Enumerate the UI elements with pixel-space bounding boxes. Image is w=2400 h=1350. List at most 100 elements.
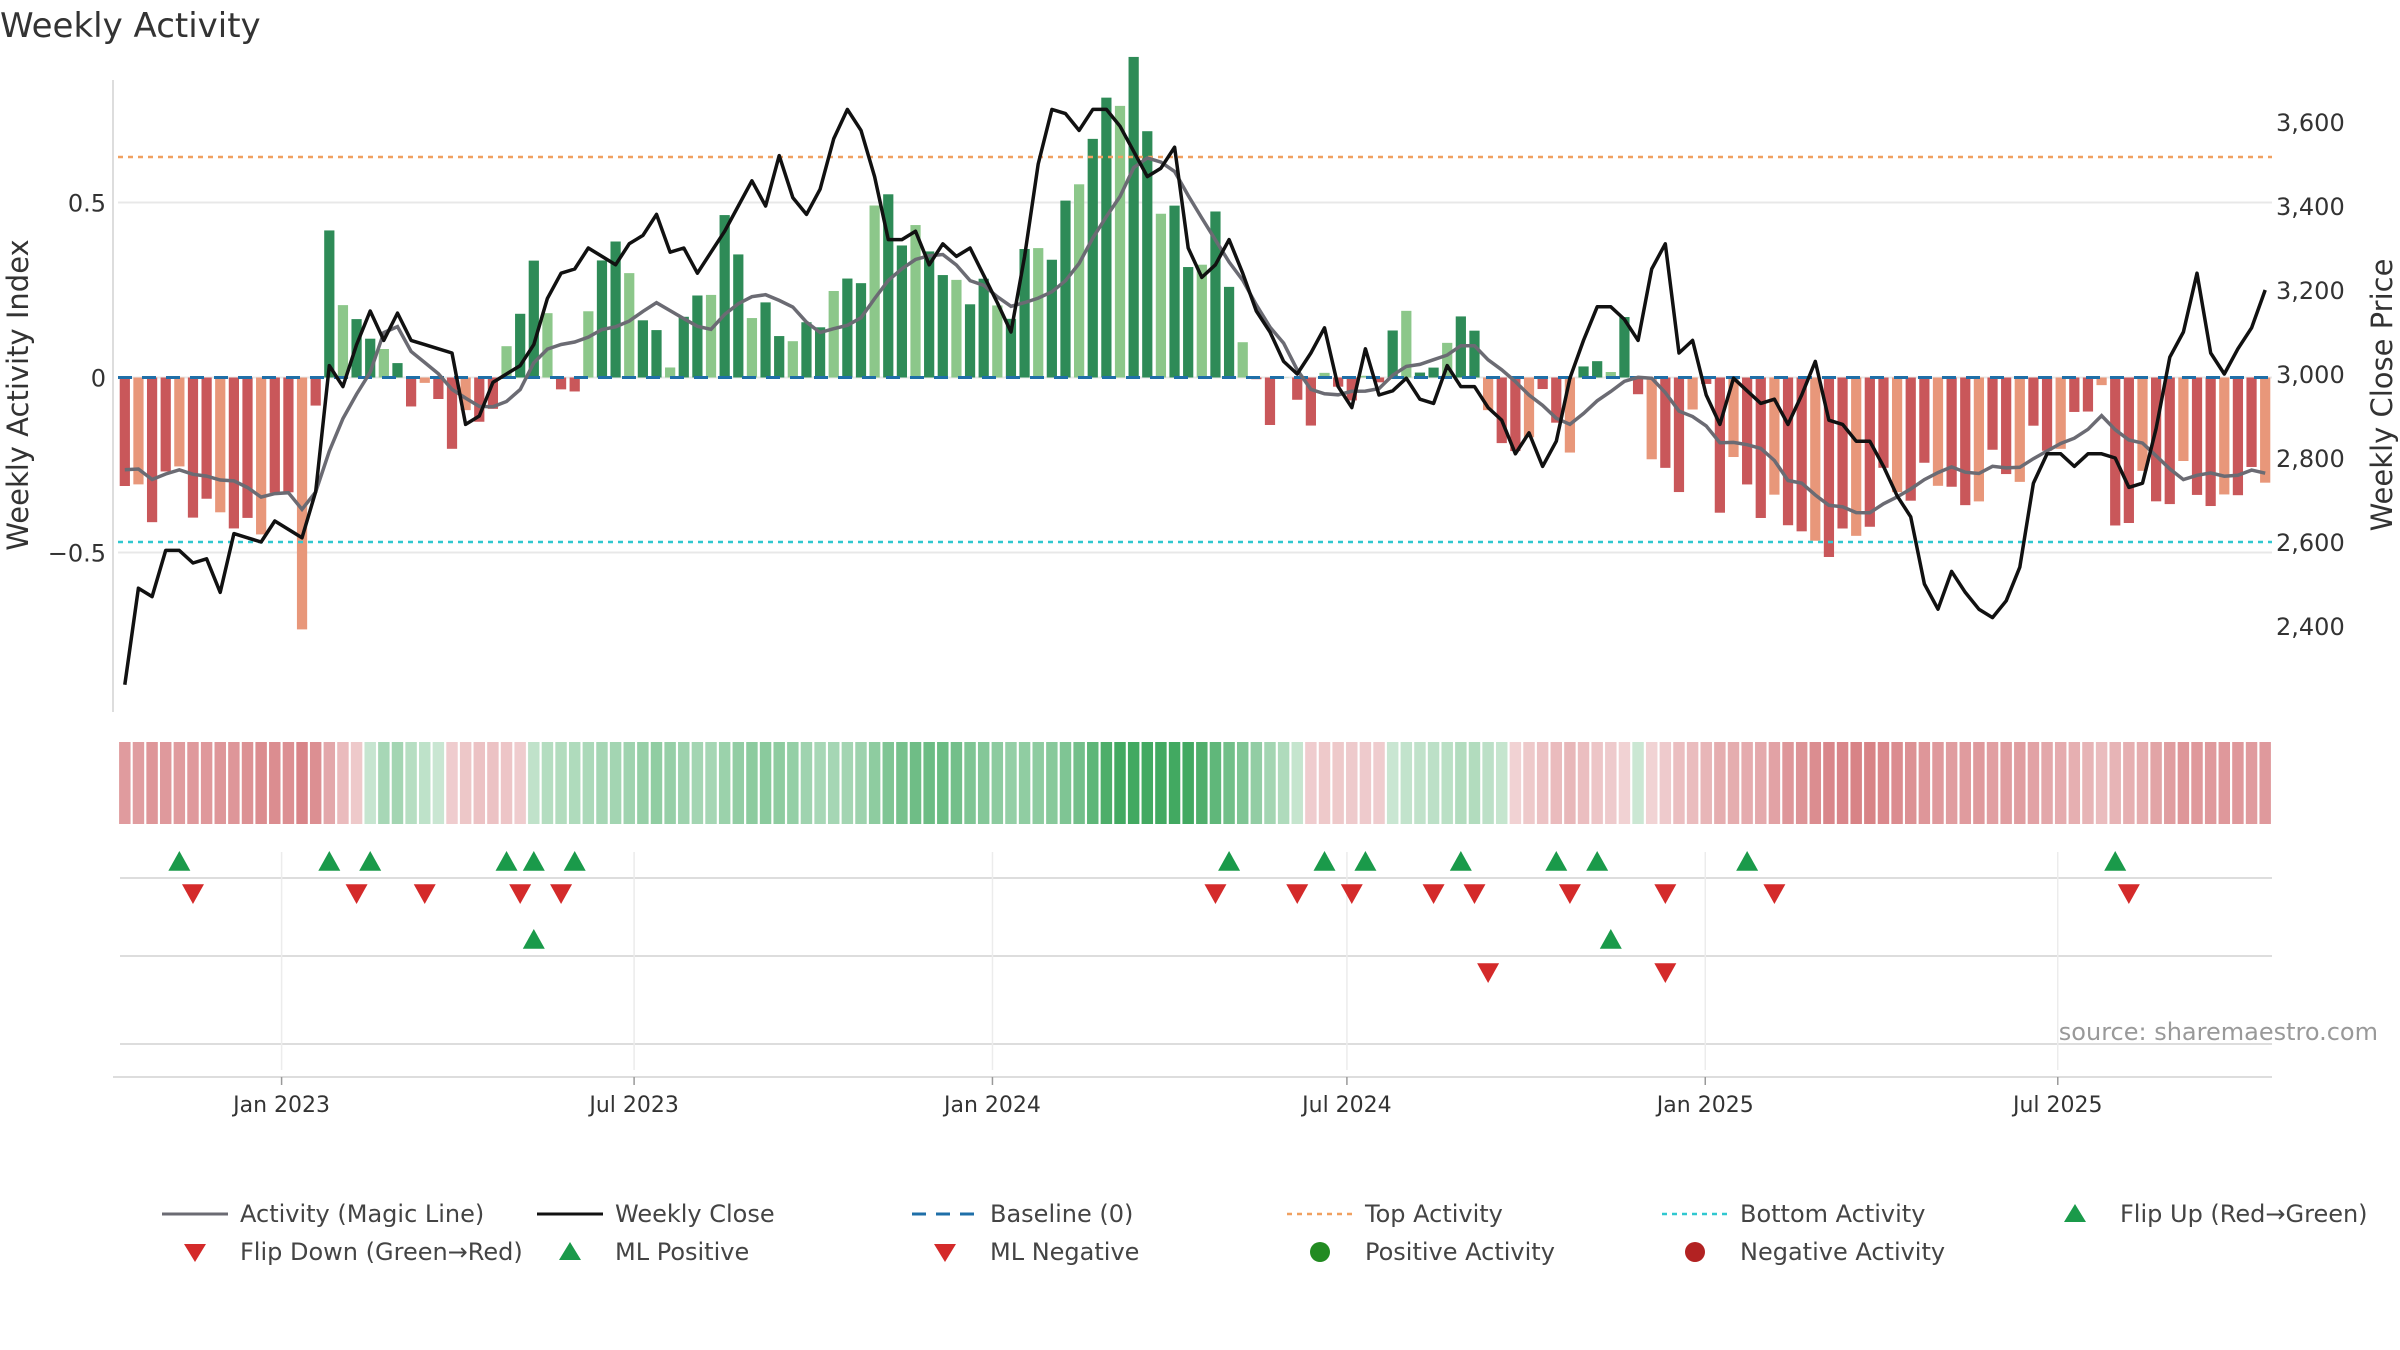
heat-cell (269, 742, 281, 824)
grid-layer (118, 201, 2272, 1070)
heat-cell (2164, 742, 2176, 824)
heat-cell (2054, 742, 2067, 824)
flip-up-marker (318, 851, 341, 871)
activity-bar (1401, 310, 1412, 378)
activity-bar (924, 251, 935, 378)
heat-cell (1577, 742, 1590, 824)
activity-bar (474, 377, 485, 422)
heat-cell (1564, 742, 1576, 824)
heat-cell (882, 742, 894, 824)
activity-bar (2164, 377, 2175, 505)
activity-bar (2055, 377, 2066, 449)
activity-bar (1823, 377, 1835, 557)
heat-cell (1005, 742, 1017, 824)
legend: Activity (Magic Line) Weekly Close Baselin… (160, 1200, 2380, 1280)
activity-bar (2123, 377, 2134, 524)
legend-item: Positive Activity (1285, 1238, 1555, 1266)
activity-bar (869, 205, 880, 378)
activity-bar (1987, 377, 1998, 450)
heat-cell (1400, 742, 1413, 824)
heat-cell (1223, 742, 1235, 824)
flip-down-marker (1340, 884, 1363, 904)
activity-bar (1878, 377, 1889, 468)
activity-bar (1673, 377, 1685, 493)
flip-down-marker (1204, 884, 1227, 904)
activity-bar (1264, 377, 1276, 425)
flip-up-marker (1449, 851, 1472, 871)
legend-label: Flip Up (Red→Green) (2120, 1200, 2368, 1228)
flip-down-marker (1763, 884, 1786, 904)
heat-cell (2123, 742, 2135, 824)
activity-bar (256, 377, 267, 535)
heat-cell (623, 742, 635, 824)
y2-tick-label: 3,400 (2276, 193, 2345, 221)
activity-bar (392, 363, 403, 378)
heat-cell (582, 742, 595, 824)
activity-bar (160, 377, 171, 472)
heat-cell (2014, 742, 2026, 824)
y-tick-label: 0.5 (68, 190, 106, 218)
activity-bar (1196, 264, 1207, 378)
heat-cell (1727, 742, 1740, 824)
activity-bars (119, 56, 2271, 630)
activity-bar (1973, 377, 1985, 502)
activity-bar (1223, 286, 1235, 378)
axes: 0.5 0 −0.5 3,600 3,400 3,200 3,000 2,800 2,600 2,… (48, 80, 2345, 1118)
heat-cell (2041, 742, 2053, 824)
heat-cell (296, 742, 308, 824)
activity-bar (705, 294, 717, 378)
activity-bar (528, 260, 539, 378)
activity-bar (1592, 361, 1603, 378)
legend-swatch (559, 1242, 581, 1260)
legend-item: Flip Up (Red→Green) (2040, 1200, 2368, 1228)
activity-bar (460, 377, 471, 411)
activity-bar (1687, 377, 1698, 410)
activity-bar (2260, 377, 2271, 483)
x-tick-label: Jul 2025 (2011, 1093, 2103, 1118)
flip-down-marker (1286, 884, 1309, 904)
heat-cell (1359, 742, 1372, 824)
heat-cell (2191, 742, 2203, 824)
activity-bar (2151, 377, 2162, 502)
heat-cell (323, 742, 336, 824)
flip-up-marker (522, 851, 545, 871)
y2-tick-label: 3,600 (2276, 109, 2345, 137)
heat-cell (718, 742, 731, 824)
heat-cell (1550, 742, 1562, 824)
activity-bar (2110, 377, 2121, 526)
heat-cell (800, 742, 813, 824)
ml-positive-marker (522, 929, 545, 949)
heat-cell (637, 742, 649, 824)
heat-cell (555, 742, 567, 824)
heat-cell (2068, 742, 2081, 824)
heat-cell (1659, 742, 1672, 824)
heat-cell (146, 742, 158, 824)
heat-cell (119, 742, 131, 824)
activity-bar (596, 260, 608, 378)
activity-bar (2041, 377, 2053, 451)
heat-cell (1686, 742, 1699, 824)
activity-bar (624, 273, 635, 378)
legend-item: Negative Activity (1660, 1238, 1945, 1266)
heat-cell (2177, 742, 2190, 824)
activity-bar (774, 336, 785, 378)
activity-bar (2232, 377, 2244, 496)
activity-bar (2001, 377, 2012, 475)
activity-bar (828, 290, 839, 378)
flip-down-marker (1558, 884, 1581, 904)
heat-cell (1264, 742, 1276, 824)
series-lines (123, 107, 2267, 686)
activity-bar (446, 377, 458, 449)
heat-cell (2095, 742, 2108, 824)
chart-title: Weekly Activity (0, 6, 261, 46)
activity-bar (1387, 330, 1398, 378)
activity-bar (515, 313, 526, 378)
heat-cell (759, 742, 772, 824)
heat-cell (1605, 742, 1617, 824)
heat-cell (828, 742, 840, 824)
heat-cell (814, 742, 826, 824)
y2-axis-label: Weekly Close Price (2365, 259, 2399, 532)
heat-cell (1509, 742, 1522, 824)
activity-bar (1114, 105, 1126, 378)
heat-cell (514, 742, 526, 824)
